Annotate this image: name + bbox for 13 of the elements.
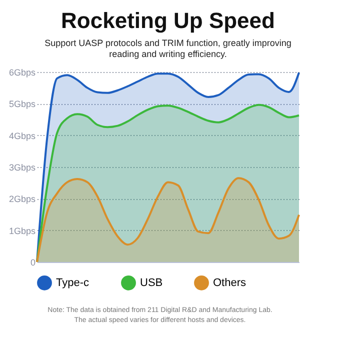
legend-label: Others [213, 276, 247, 289]
y-tick-label: 5Gbps [8, 99, 36, 110]
text: reading and writing efficiency. [109, 49, 227, 59]
y-tick-label: 4Gbps [8, 130, 36, 141]
y-tick-label: 1Gbps [8, 226, 36, 236]
y-tick-label: 6Gbps [8, 68, 36, 78]
text: Support UASP protocols and TRIM function, greatly improving [44, 38, 292, 48]
chart-title: Rocketing Up Speed [61, 8, 275, 33]
legend-label: USB [140, 276, 163, 289]
legend-label: Type-c [56, 276, 90, 289]
y-tick-label: 0 [30, 258, 36, 268]
y-tick-label: 3Gbps [8, 162, 36, 172]
y-tick-label: 2Gbps [8, 194, 36, 204]
